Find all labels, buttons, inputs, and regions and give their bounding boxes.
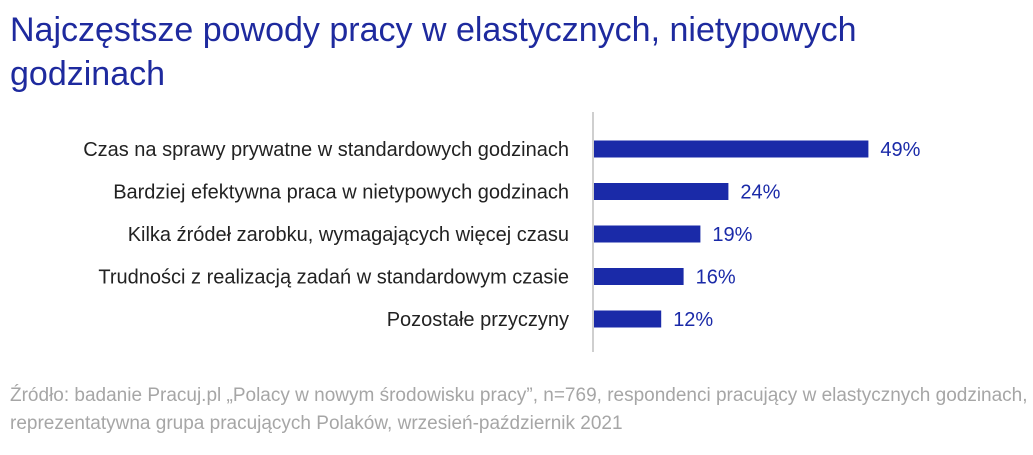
category-label: Trudności z realizacją zadań w standardo… <box>98 267 569 289</box>
bar-chart: Czas na sprawy prywatne w standardowych … <box>83 112 921 352</box>
category-label: Bardziej efektywna praca w nietypowych g… <box>113 182 569 204</box>
bar <box>594 183 729 200</box>
category-label: Pozostałe przyczyny <box>387 309 569 331</box>
chart-title: Najczęstsze powody pracy w elastycznych,… <box>10 11 857 93</box>
category-label: Czas na sprawy prywatne w standardowych … <box>83 139 569 161</box>
bar <box>594 225 701 243</box>
bar <box>594 268 684 285</box>
bar <box>594 140 869 158</box>
bar <box>594 310 662 328</box>
source-note: Źródło: badanie Pracuj.pl „Polacy w nowy… <box>10 385 1028 434</box>
value-label: 19% <box>712 224 752 246</box>
category-label: Kilka źródeł zarobku, wymagających więce… <box>128 224 569 246</box>
value-label: 12% <box>673 309 713 331</box>
value-label: 24% <box>740 182 780 204</box>
value-label: 16% <box>696 267 736 289</box>
value-label: 49% <box>880 139 920 161</box>
